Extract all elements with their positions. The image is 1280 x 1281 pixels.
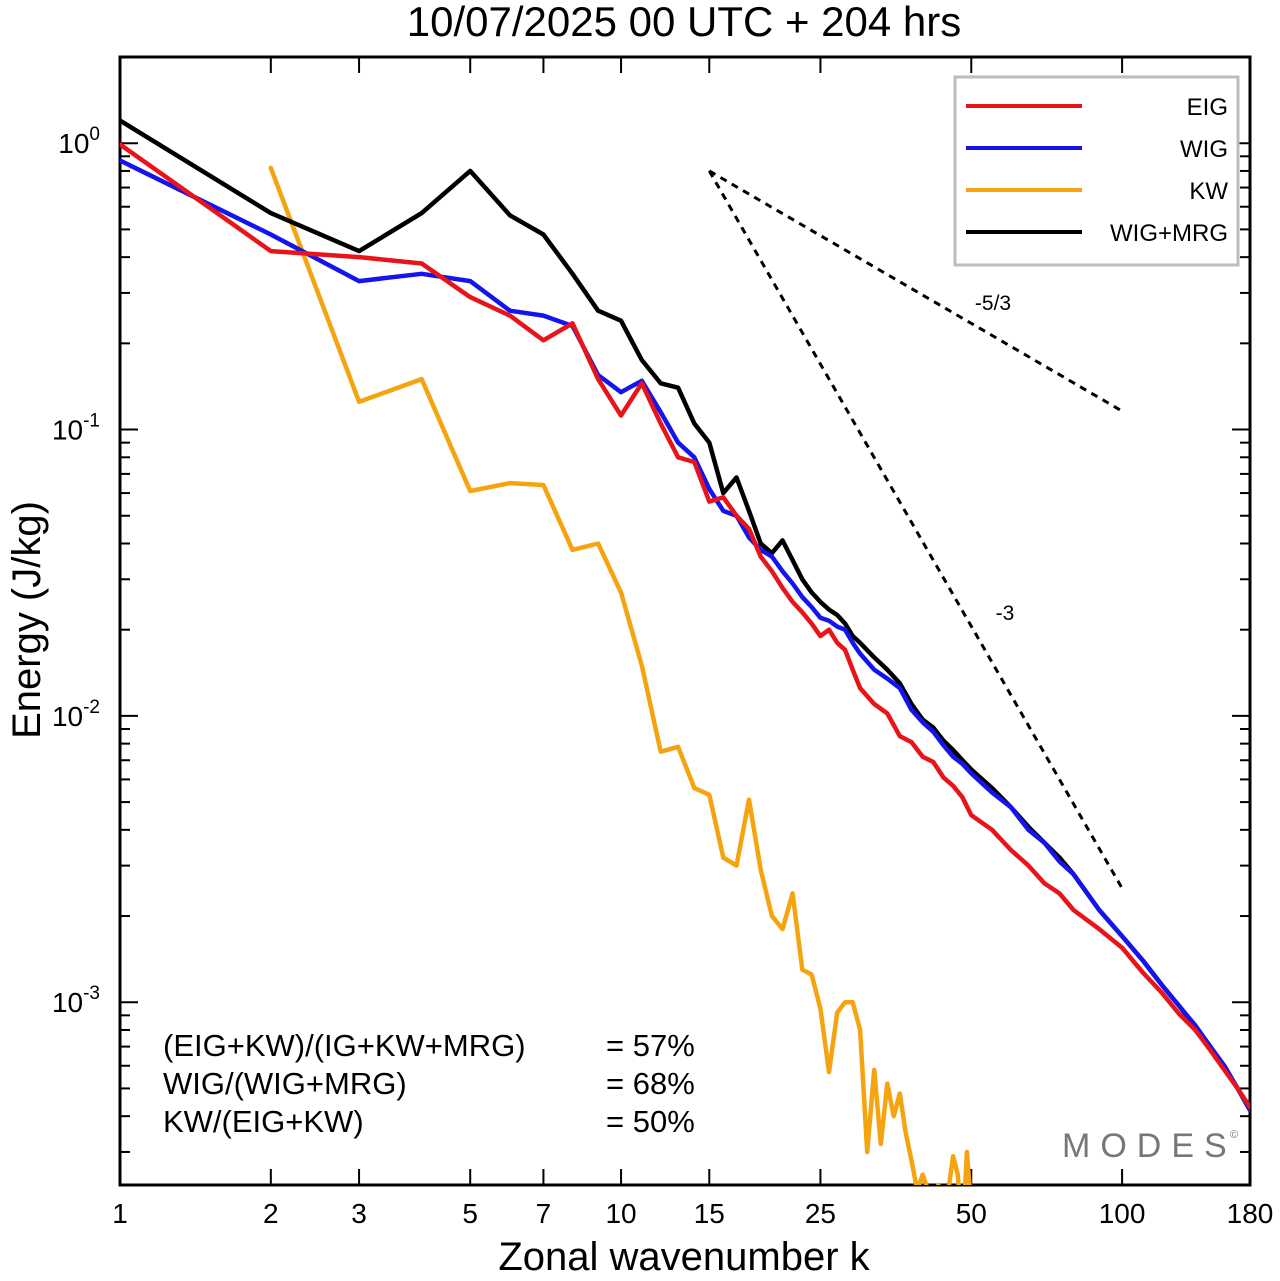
legend-label: WIG+MRG — [1110, 220, 1228, 247]
ratio-label: WIG/(WIG+MRG) — [163, 1066, 407, 1101]
ratio-value: = 68% — [606, 1066, 695, 1101]
x-tick-label: 15 — [694, 1198, 725, 1229]
ratio-label: (EIG+KW)/(IG+KW+MRG) — [163, 1028, 526, 1063]
ratio-annotations: (EIG+KW)/(IG+KW+MRG) = 57% WIG/(WIG+MRG) = … — [163, 1028, 695, 1139]
y-tick-exponent: 0 — [89, 124, 100, 145]
x-tick-label: 3 — [351, 1198, 367, 1229]
series-line-wig — [120, 158, 1250, 1113]
x-axis-label: Zonal wavenumber k — [498, 1235, 870, 1279]
copyright-icon: © — [1230, 1129, 1238, 1141]
modes-logo: MODES © — [1062, 1127, 1238, 1165]
y-tick-base: 10 — [52, 415, 83, 446]
reference-line-label: -5/3 — [975, 292, 1011, 315]
y-tick-label: 10-1 — [52, 411, 100, 446]
ratio-label: KW/(EIG+KW) — [163, 1104, 364, 1139]
reference-slope-lines: -5/3 -3 — [707, 169, 1124, 890]
x-tick-label: 7 — [536, 1198, 552, 1229]
chart-title: 10/07/2025 00 UTC + 204 hrs — [407, 0, 962, 45]
legend-entries: EIG WIG KW WIG+MRG — [966, 94, 1228, 247]
modes-logo-text: MODES — [1062, 1127, 1237, 1165]
y-tick-label: 10-3 — [52, 983, 100, 1018]
legend-label: KW — [1189, 178, 1228, 205]
series-line-eig — [120, 142, 1250, 1110]
y-tick-exponent: -1 — [83, 411, 100, 432]
legend: EIG WIG KW WIG+MRG — [953, 75, 1240, 267]
x-tick-labels: 1 2 3 5 7 10 15 25 50 100 180 — [112, 1198, 1273, 1229]
legend-label: WIG — [1180, 136, 1228, 163]
x-tick-label: 25 — [805, 1198, 836, 1229]
y-tick-base: 10 — [52, 701, 83, 732]
y-tick-exponent: -3 — [83, 983, 100, 1004]
x-tick-label: 5 — [462, 1198, 478, 1229]
y-tick-label: 10-2 — [52, 697, 100, 732]
x-tick-label: 180 — [1227, 1198, 1274, 1229]
reference-line--5/3 — [708, 169, 1123, 413]
ratio-value: = 50% — [606, 1104, 695, 1139]
reference-line--3 — [707, 170, 1124, 890]
y-tick-base: 10 — [58, 128, 89, 159]
x-tick-label: 100 — [1099, 1198, 1146, 1229]
series-lines — [120, 118, 1250, 1185]
y-tick-label: 100 — [58, 124, 100, 159]
x-tick-label: 1 — [112, 1198, 128, 1229]
y-tick-base: 10 — [52, 987, 83, 1018]
ratio-value: = 57% — [606, 1028, 695, 1063]
x-tick-label: 2 — [263, 1198, 279, 1229]
axis-ticks — [119, 56, 1251, 1185]
reference-line-label: -3 — [996, 602, 1015, 625]
legend-label: EIG — [1187, 94, 1228, 121]
x-tick-label: 50 — [956, 1198, 987, 1229]
y-axis-label: Energy (J/kg) — [5, 501, 49, 739]
y-tick-exponent: -2 — [83, 697, 100, 718]
x-tick-label: 10 — [605, 1198, 636, 1229]
series-line-kw — [268, 165, 972, 1185]
